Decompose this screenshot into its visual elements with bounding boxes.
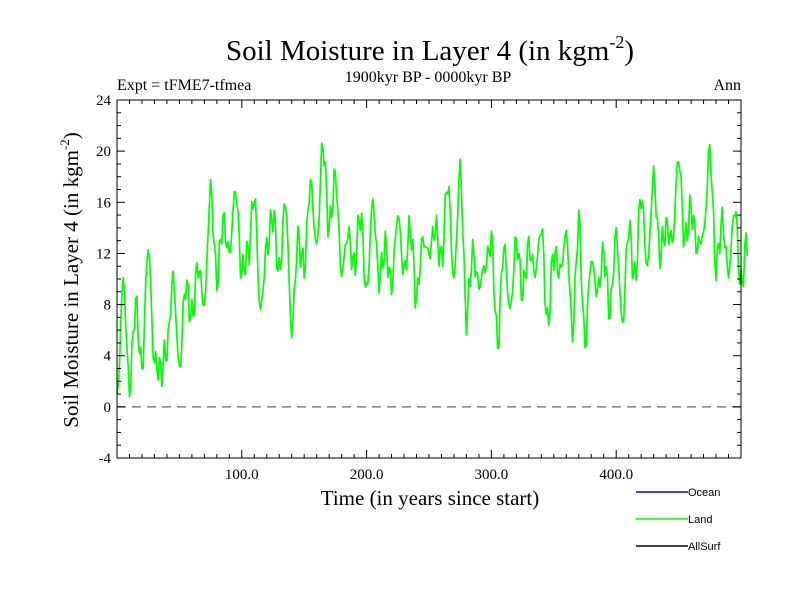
chart-title-close: ) <box>624 35 634 67</box>
y-tick-label: 24 <box>96 93 112 109</box>
y-tick-label: 0 <box>104 400 112 416</box>
legend-label-land: Land <box>688 514 712 526</box>
chart-title-main: Soil Moisture in Layer 4 (in kgm <box>226 35 610 67</box>
y-tick-label: 4 <box>104 349 112 365</box>
season-label: Ann <box>713 77 741 94</box>
plot-frame-layer <box>116 99 742 459</box>
y-tick-label: 12 <box>96 246 111 262</box>
chart-title-superscript: -2 <box>609 32 624 52</box>
y-tick-label: 8 <box>104 298 112 314</box>
x-tick-label: 300.0 <box>475 467 509 483</box>
y-axis-label-close: ) <box>59 132 83 139</box>
x-axis-label: Time (in years since start) <box>321 486 540 510</box>
series-line-land <box>116 142 749 398</box>
legend: Ocean Land AllSurf <box>636 487 721 553</box>
chart-subtitle: 1900kyr BP - 0000kyr BP <box>345 69 512 86</box>
legend-label-allsurf: AllSurf <box>688 541 721 553</box>
legend-label-ocean: Ocean <box>688 487 720 499</box>
experiment-label: Expt = tFME7-tfmea <box>117 77 251 94</box>
x-tick-label: 100.0 <box>225 467 259 483</box>
y-tick-label: 20 <box>96 144 111 160</box>
y-axis-label-superscript: -2 <box>57 139 72 150</box>
y-tick-label: 16 <box>96 195 112 211</box>
plot-frame <box>116 99 742 459</box>
x-tick-label: 400.0 <box>599 467 633 483</box>
series-layer <box>116 142 749 398</box>
y-axis-label: Soil Moisture in Layer 4 (in kgm-2) <box>57 132 83 427</box>
y-axis-label-main: Soil Moisture in Layer 4 (in kgm <box>59 150 83 428</box>
x-tick-label: 200.0 <box>350 467 384 483</box>
y-tick-label: -4 <box>99 451 112 467</box>
chart-title: Soil Moisture in Layer 4 (in kgm-2) <box>226 32 634 67</box>
tick-layer: -4 0 4 8 12 16 20 24 100.0 200.0 300.0 400.0 <box>96 93 741 483</box>
